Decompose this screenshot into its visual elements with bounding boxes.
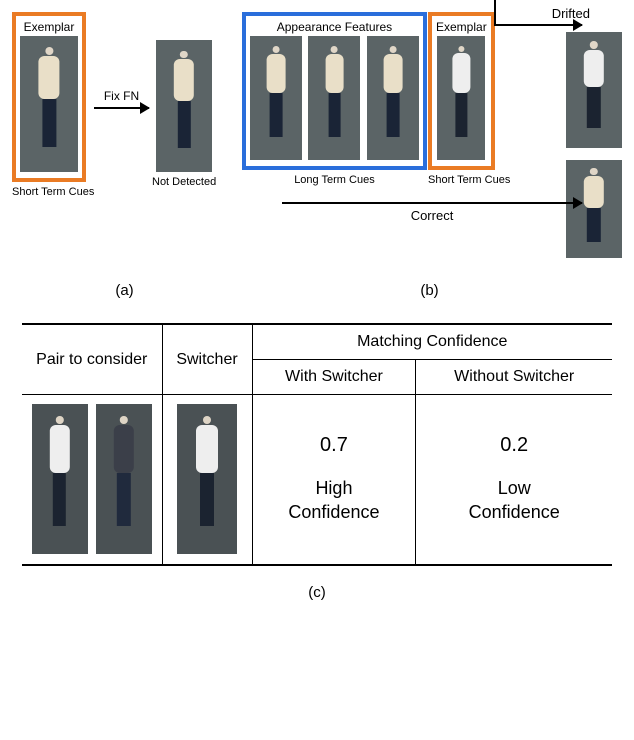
panel-b-drifted-thumb-wrap (566, 32, 622, 148)
panel-b: Appearance Features Long Term Cues Exemp… (242, 12, 622, 272)
correct-label: Correct (282, 208, 582, 223)
without-val: 0.2 (422, 434, 606, 457)
cell-with: 0.7 HighConfidence (252, 395, 416, 565)
fix-fn-arrow: Fix FN (94, 107, 149, 109)
panel-b-drifted-thumb (566, 32, 622, 148)
th-switcher: Switcher (162, 324, 252, 395)
th-pair: Pair to consider (22, 324, 162, 395)
th-matching: Matching Confidence (252, 324, 612, 360)
pair-thumb-2 (96, 404, 152, 554)
with-val: 0.7 (259, 434, 410, 457)
table-row: 0.7 HighConfidence 0.2 LowConfidence (22, 395, 612, 565)
panel-a-exemplar-thumb (20, 36, 78, 172)
switcher-thumb (177, 404, 237, 554)
panel-a-exemplar-label: Exemplar (20, 20, 78, 34)
th-with: With Switcher (252, 360, 416, 395)
panel-a-cue-label: Short Term Cues (12, 186, 92, 198)
panel-b-appearance-group: Appearance Features Long Term Cues (242, 12, 427, 186)
top-row: Exemplar Fix FN Not Detected Short Term … (12, 12, 622, 272)
panel-b-exemplar-box: Exemplar (428, 12, 495, 170)
pair-thumb-1 (32, 404, 88, 554)
drifted-label: Drifted (552, 6, 590, 21)
correct-arrow: Correct (282, 202, 582, 223)
panel-b-long-cue: Long Term Cues (242, 174, 427, 186)
panel-b-appearance-label: Appearance Features (250, 20, 419, 34)
table-c: Pair to consider Switcher Matching Confi… (22, 323, 612, 566)
panel-a: Exemplar Fix FN Not Detected Short Term … (12, 12, 212, 198)
subfig-label-a: (a) (12, 282, 237, 299)
panel-b-feat-thumb-2 (308, 36, 360, 160)
panel-b-exemplar-thumb (437, 36, 485, 160)
subfig-labels-ab: (a) (b) (12, 282, 622, 299)
panel-a-exemplar-box: Exemplar (12, 12, 86, 182)
panel-a-notdetected-group: Not Detected (152, 40, 216, 188)
panel-b-appearance-box: Appearance Features (242, 12, 427, 170)
panel-b-feat-thumb-1 (250, 36, 302, 160)
cell-switcher (162, 395, 252, 565)
cell-pair (22, 395, 162, 565)
subfig-label-c: (c) (12, 584, 622, 601)
fix-fn-label: Fix FN (94, 89, 149, 103)
panel-b-exemplar-label: Exemplar (436, 20, 487, 34)
panel-b-feat-thumb-3 (367, 36, 419, 160)
panel-a-notdetected-label: Not Detected (152, 176, 216, 188)
cell-without: 0.2 LowConfidence (416, 395, 612, 565)
without-txt: LowConfidence (422, 477, 606, 524)
panel-b-short-cue: Short Term Cues (428, 174, 510, 186)
with-txt: HighConfidence (259, 477, 410, 524)
panel-a-notdetected-thumb (156, 40, 212, 172)
panel-b-exemplar-group: Exemplar Short Term Cues (428, 12, 510, 186)
subfig-label-b: (b) (237, 282, 622, 299)
th-without: Without Switcher (416, 360, 612, 395)
